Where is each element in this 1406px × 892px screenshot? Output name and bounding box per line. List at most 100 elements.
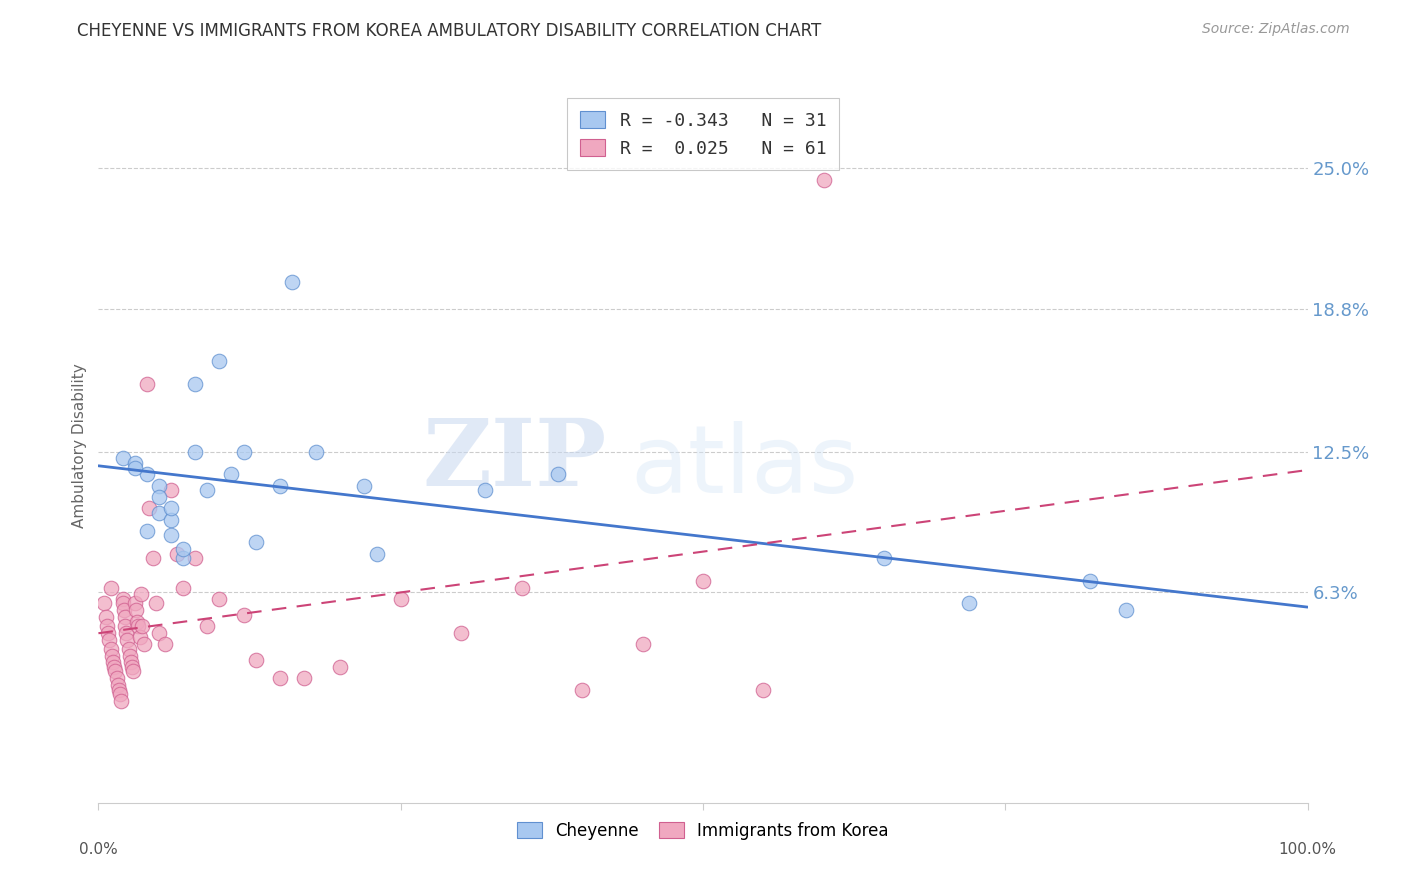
Point <box>118 648 141 663</box>
Point <box>153 637 176 651</box>
Point <box>138 501 160 516</box>
Point <box>148 506 170 520</box>
Point <box>389 591 412 606</box>
Point <box>107 678 129 692</box>
Legend: Cheyenne, Immigrants from Korea: Cheyenne, Immigrants from Korea <box>509 814 897 848</box>
Point <box>110 694 132 708</box>
Point <box>97 626 120 640</box>
Point <box>148 490 170 504</box>
Point <box>245 535 267 549</box>
Point <box>281 275 304 289</box>
Point <box>232 607 254 622</box>
Point <box>269 478 291 492</box>
Point <box>129 587 152 601</box>
Point <box>118 641 141 656</box>
Point <box>112 603 135 617</box>
Point <box>160 528 183 542</box>
Point <box>221 467 243 482</box>
Point <box>131 619 153 633</box>
Text: CHEYENNE VS IMMIGRANTS FROM KOREA AMBULATORY DISABILITY CORRELATION CHART: CHEYENNE VS IMMIGRANTS FROM KOREA AMBULA… <box>77 22 821 40</box>
Point <box>160 501 183 516</box>
Point <box>128 631 150 645</box>
Point <box>124 460 146 475</box>
Point <box>117 632 139 647</box>
Point <box>172 542 194 557</box>
Point <box>127 619 149 633</box>
Point <box>269 671 291 685</box>
Point <box>108 687 131 701</box>
Point <box>96 619 118 633</box>
Point <box>142 551 165 566</box>
Point <box>120 656 142 670</box>
Point <box>160 483 183 498</box>
Y-axis label: Ambulatory Disability: Ambulatory Disability <box>72 364 87 528</box>
Point <box>124 456 146 470</box>
Point <box>100 648 122 663</box>
Point <box>100 641 122 656</box>
Point <box>195 619 218 633</box>
Point <box>94 610 117 624</box>
Point <box>752 682 775 697</box>
Point <box>329 660 352 674</box>
Point <box>305 444 328 458</box>
Point <box>135 524 157 538</box>
Point <box>166 547 188 561</box>
Point <box>111 591 134 606</box>
Point <box>148 478 170 492</box>
Point <box>474 483 496 498</box>
Point <box>111 451 134 466</box>
Text: 0.0%: 0.0% <box>79 842 118 857</box>
Point <box>121 660 143 674</box>
Point <box>122 665 145 679</box>
Point <box>93 597 115 611</box>
Point <box>145 597 167 611</box>
Point <box>127 615 149 629</box>
Point <box>184 551 207 566</box>
Point <box>957 597 980 611</box>
Point <box>103 660 125 674</box>
Point <box>135 467 157 482</box>
Point <box>108 682 131 697</box>
Point <box>114 619 136 633</box>
Point <box>125 603 148 617</box>
Point <box>208 354 231 368</box>
Point <box>195 483 218 498</box>
Point <box>184 444 207 458</box>
Point <box>160 513 183 527</box>
Point <box>124 597 146 611</box>
Point <box>1078 574 1101 588</box>
Point <box>510 581 533 595</box>
Point <box>208 591 231 606</box>
Text: atlas: atlas <box>630 421 859 514</box>
Point <box>135 376 157 391</box>
Point <box>1115 603 1137 617</box>
Point <box>366 547 388 561</box>
Point <box>813 173 835 187</box>
Point <box>172 581 194 595</box>
Text: 100.0%: 100.0% <box>1278 842 1337 857</box>
Point <box>115 626 138 640</box>
Point <box>148 626 170 640</box>
Point <box>98 632 121 647</box>
Point <box>631 637 654 651</box>
Point <box>292 671 315 685</box>
Point <box>547 467 569 482</box>
Point <box>134 637 156 651</box>
Point <box>105 671 128 685</box>
Text: Source: ZipAtlas.com: Source: ZipAtlas.com <box>1202 22 1350 37</box>
Point <box>692 574 714 588</box>
Point <box>172 551 194 566</box>
Point <box>245 653 267 667</box>
Point <box>873 551 896 566</box>
Point <box>450 626 472 640</box>
Point <box>232 444 254 458</box>
Point <box>111 597 134 611</box>
Point <box>101 656 124 670</box>
Point <box>100 581 122 595</box>
Point <box>184 376 207 391</box>
Point <box>353 478 375 492</box>
Point <box>104 665 127 679</box>
Point <box>114 610 136 624</box>
Point <box>571 682 593 697</box>
Text: ZIP: ZIP <box>422 416 606 505</box>
